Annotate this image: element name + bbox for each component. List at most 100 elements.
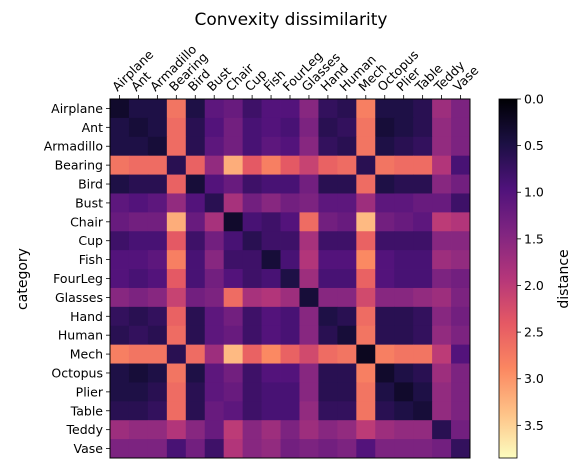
heatmap-cell-mech-cup: [242, 344, 262, 364]
heatmap-cell-table-fourleg: [280, 401, 300, 421]
heatmap-cell-mech-glasses: [299, 344, 319, 364]
heatmap-cell-hand-hand: [318, 306, 338, 327]
heatmap-cell-airplane-bust: [204, 99, 225, 119]
heatmap-cell-octopus-fish: [261, 363, 281, 383]
heatmap-cell-fish-glasses: [299, 250, 319, 270]
heatmap-cell-cup-cup: [242, 231, 262, 251]
heatmap-cell-mech-bird: [185, 344, 206, 364]
heatmap-cell-hand-glasses: [299, 306, 319, 327]
heatmap-cell-bust-airplane: [110, 193, 130, 213]
heatmap-cell-glasses-ant: [128, 287, 149, 308]
heatmap-cell-ant-chair: [223, 117, 244, 138]
heatmap-cell-chair-octopus: [375, 212, 395, 232]
heatmap-cell-octopus-armadillo: [147, 363, 168, 383]
heatmap-cell-airplane-human: [337, 99, 357, 119]
heatmap-cell-fourleg-human: [337, 269, 357, 289]
heatmap-cell-vase-mech: [356, 439, 376, 459]
heatmap-cell-cup-armadillo: [147, 231, 168, 251]
heatmap-cell-fish-ant: [128, 250, 149, 270]
heatmap-cell-human-chair: [223, 325, 244, 346]
heatmap-cell-ant-armadillo: [147, 117, 168, 138]
heatmap-cell-vase-vase: [451, 439, 471, 459]
heatmap-cell-bearing-fourleg: [280, 155, 300, 175]
heatmap-cell-glasses-table: [413, 287, 433, 308]
x-axis: AirplaneAntArmadilloBearingBirdBustChair…: [109, 42, 482, 99]
heatmap-cell-vase-octopus: [375, 439, 395, 459]
colorbar-tick-label: 1.5: [524, 231, 544, 246]
heatmap-cell-bird-ant: [128, 174, 149, 194]
heatmap-cell-fourleg-plier: [394, 269, 414, 289]
heatmap-cell-fish-mech: [356, 250, 376, 270]
colorbar-tick-label: 3.5: [524, 418, 544, 433]
heatmap-cell-octopus-bearing: [166, 363, 187, 383]
heatmap-cell-bird-plier: [394, 174, 414, 194]
heatmap-cell-bust-mech: [356, 193, 376, 213]
heatmap-cell-mech-plier: [394, 344, 414, 364]
heatmap-cell-bearing-mech: [356, 155, 376, 175]
heatmap-cell-fish-bust: [204, 250, 225, 270]
heatmap-cell-fish-bearing: [166, 250, 187, 270]
heatmap-cell-ant-bearing: [166, 117, 187, 138]
heatmap-cell-plier-octopus: [375, 382, 395, 402]
heatmap-cell-armadillo-airplane: [110, 136, 130, 157]
heatmap-cell-ant-bust: [204, 117, 225, 138]
heatmap-cell-airplane-table: [413, 99, 433, 119]
heatmap-cell-teddy-fish: [261, 420, 281, 440]
heatmap-cell-chair-airplane: [110, 212, 130, 232]
heatmap-cell-bird-bird: [185, 174, 206, 194]
heatmap-cell-teddy-plier: [394, 420, 414, 440]
heatmap-cell-human-airplane: [110, 325, 130, 346]
heatmap-cell-cup-plier: [394, 231, 414, 251]
heatmap-cell-hand-teddy: [432, 306, 452, 327]
heatmap-cell-teddy-teddy: [432, 420, 452, 440]
heatmap-cell-bearing-chair: [223, 155, 244, 175]
heatmap-cell-human-plier: [394, 325, 414, 346]
heatmap-cell-mech-teddy: [432, 344, 452, 364]
heatmap-cell-airplane-vase: [451, 99, 471, 119]
heatmap-cell-hand-bird: [185, 306, 206, 327]
heatmap-cell-chair-table: [413, 212, 433, 232]
heatmap-cell-teddy-mech: [356, 420, 376, 440]
heatmap-cell-glasses-mech: [356, 287, 376, 308]
heatmap-cell-teddy-ant: [128, 420, 149, 440]
heatmap-cell-hand-human: [337, 306, 357, 327]
heatmap-cell-fourleg-vase: [451, 269, 471, 289]
heatmap-cell-glasses-bird: [185, 287, 206, 308]
heatmap-cell-chair-hand: [318, 212, 338, 232]
heatmap-cell-bust-plier: [394, 193, 414, 213]
heatmap-cell-bird-octopus: [375, 174, 395, 194]
heatmap-cell-chair-bearing: [166, 212, 187, 232]
y-axis: Airplane Ant Armadillo Bearing Bird Bust Chair…: [44, 101, 110, 456]
heatmap-cell-armadillo-vase: [451, 136, 471, 157]
heatmap-cell-human-fourleg: [280, 325, 300, 346]
heatmap-cell-fish-fourleg: [280, 250, 300, 270]
heatmap-cell-vase-table: [413, 439, 433, 459]
heatmap-cell-vase-fish: [261, 439, 281, 459]
heatmap-cell-ant-table: [413, 117, 433, 138]
heatmap-cell-human-armadillo: [147, 325, 168, 346]
heatmap-cell-fourleg-armadillo: [147, 269, 168, 289]
heatmap-cell-human-teddy: [432, 325, 452, 346]
colorbar-label: distance: [556, 249, 572, 308]
y-tick-label: Chair: [70, 214, 104, 229]
heatmap-cell-bearing-bearing: [166, 155, 187, 175]
heatmap-cell-mech-mech: [356, 344, 376, 364]
heatmap-cell-table-chair: [223, 401, 244, 421]
heatmap-cell-octopus-cup: [242, 363, 262, 383]
y-tick-label: FourLeg: [53, 271, 103, 286]
heatmap-cell-vase-armadillo: [147, 439, 168, 459]
heatmap-cell-chair-vase: [451, 212, 471, 232]
heatmap-cell-bird-hand: [318, 174, 338, 194]
heatmap-cell-teddy-chair: [223, 420, 244, 440]
heatmap-cell-vase-chair: [223, 439, 244, 459]
heatmap-cell-hand-bearing: [166, 306, 187, 327]
heatmap-cell-fish-hand: [318, 250, 338, 270]
heatmap-cell-plier-bearing: [166, 382, 187, 402]
heatmap-cell-hand-table: [413, 306, 433, 327]
heatmap-cell-bust-ant: [128, 193, 149, 213]
heatmap-cell-hand-mech: [356, 306, 376, 327]
heatmap-cell-airplane-fourleg: [280, 99, 300, 119]
heatmap-cell-cup-airplane: [110, 231, 130, 251]
heatmap-cell-table-bearing: [166, 401, 187, 421]
